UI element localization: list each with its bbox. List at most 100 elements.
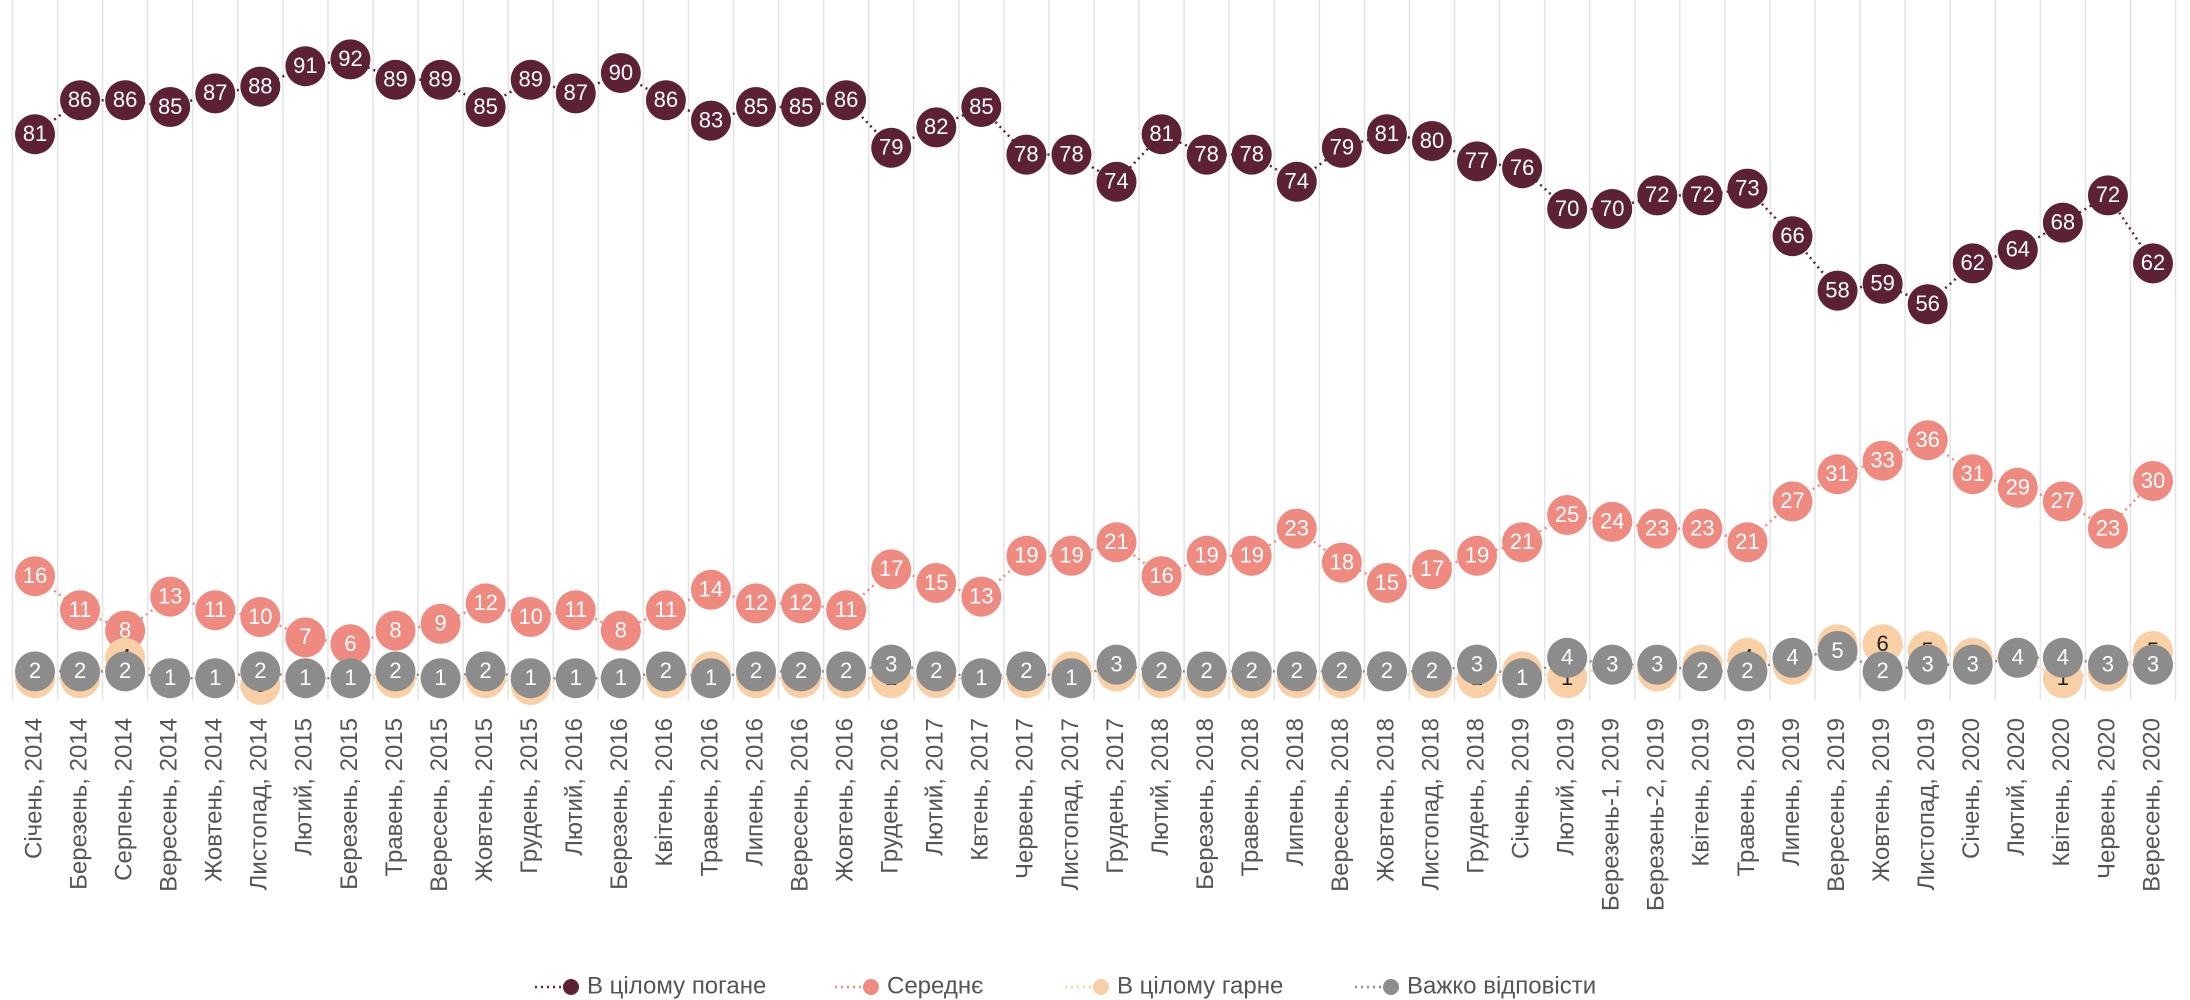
data-label: 81: [1375, 121, 1399, 146]
data-point: [1186, 134, 1227, 175]
data-label: 12: [473, 590, 497, 615]
data-label: 87: [564, 80, 588, 105]
data-label: 66: [1780, 223, 1804, 248]
x-tick-label: Квітень, 2020: [2048, 718, 2075, 867]
data-point: [330, 39, 371, 80]
data-point: [330, 624, 371, 665]
x-tick-label: Травень, 2016: [696, 718, 723, 876]
data-label: 23: [1645, 515, 1669, 540]
data-point: [1411, 121, 1452, 161]
data-label: 7: [299, 624, 311, 649]
data-label: 10: [248, 604, 272, 629]
data-point: [375, 651, 416, 692]
data-point: [1502, 658, 1543, 699]
data-point: [1096, 161, 1137, 202]
data-point: [1186, 651, 1227, 692]
data-label: 89: [428, 67, 452, 92]
data-point: [871, 127, 912, 168]
data-point: [1502, 148, 1543, 189]
data-label: 4: [2057, 645, 2069, 670]
data-point: [1231, 535, 1272, 576]
data-label: 2: [389, 658, 401, 683]
data-label: 3: [1651, 651, 1663, 676]
data-point: [330, 658, 371, 699]
data-point: [1276, 161, 1317, 202]
legend-marker: [863, 979, 879, 995]
legend-marker: [1093, 979, 1109, 995]
data-label: 11: [69, 597, 92, 622]
data-point: [1637, 644, 1678, 685]
data-label: 5: [1831, 638, 1843, 663]
data-label: 85: [969, 94, 993, 119]
data-point: [1817, 270, 1858, 311]
data-point: [1231, 651, 1272, 692]
data-point: [1817, 454, 1858, 495]
data-label: 2: [1876, 658, 1888, 683]
data-label: 1: [164, 665, 176, 690]
x-tick-label: Грудень, 2015: [516, 718, 543, 874]
data-point: [375, 610, 416, 651]
data-label: 30: [2141, 468, 2165, 493]
data-point: [420, 658, 461, 699]
data-label: 1: [434, 665, 446, 690]
data-point: [1276, 651, 1317, 692]
data-label: 23: [2096, 515, 2120, 540]
data-point: [1051, 658, 1092, 699]
x-tick-label: Березень, 2018: [1192, 718, 1219, 890]
data-label: 86: [654, 87, 678, 112]
data-label: 2: [480, 658, 492, 683]
data-point: [1457, 644, 1498, 685]
data-point: [1141, 651, 1182, 692]
data-point: [240, 651, 281, 692]
data-point: [510, 658, 551, 699]
data-label: 86: [834, 87, 858, 112]
data-label: 2: [930, 658, 942, 683]
data-label: 78: [1239, 141, 1263, 166]
x-tick-label: Квтень, 2017: [967, 718, 994, 861]
data-point: [1592, 501, 1633, 542]
data-label: 72: [2096, 182, 2120, 207]
data-label: 8: [389, 617, 401, 642]
data-label: 1: [1516, 665, 1528, 690]
data-point: [690, 658, 731, 699]
data-label: 56: [1915, 291, 1939, 316]
data-label: 1: [570, 665, 582, 690]
x-tick-label: Жовтень, 2016: [831, 718, 858, 882]
data-label: 15: [924, 570, 948, 595]
data-label: 85: [744, 94, 768, 119]
data-point: [465, 583, 506, 624]
data-point: [1817, 631, 1858, 671]
x-tick-label: Лютий, 2016: [561, 718, 588, 856]
x-tick-label: Травень, 2015: [381, 718, 408, 876]
data-point: [1051, 535, 1092, 576]
x-tick-label: Травень, 2019: [1733, 718, 1760, 876]
data-point: [916, 107, 957, 148]
data-label: 19: [1014, 543, 1038, 568]
data-label: 8: [615, 617, 627, 642]
data-label: 13: [158, 583, 182, 608]
x-tick-label: Жовтень, 2015: [471, 718, 498, 882]
x-tick-label: Лютий, 2020: [2003, 718, 2030, 856]
x-tick-label: Лютий, 2019: [1553, 718, 1580, 856]
data-point: [690, 100, 731, 141]
data-point: [645, 651, 686, 692]
data-point: [1141, 114, 1182, 155]
data-point: [690, 569, 731, 610]
data-label: 1: [975, 665, 987, 690]
data-label: 23: [1690, 515, 1714, 540]
x-tick-label: Листопад, 2017: [1057, 718, 1084, 890]
data-point: [871, 549, 912, 590]
data-label: 2: [660, 658, 672, 683]
data-label: 89: [518, 67, 542, 92]
data-label: 14: [699, 577, 723, 602]
x-tick-label: Жовтень, 2019: [1868, 718, 1895, 882]
data-point: [15, 556, 55, 597]
data-label: 3: [1606, 651, 1618, 676]
x-tick-label: Березень, 2014: [65, 718, 92, 890]
data-label: 16: [23, 563, 47, 588]
data-label: 11: [564, 597, 587, 622]
data-label: 59: [1870, 271, 1894, 296]
data-label: 2: [1336, 658, 1348, 683]
data-label: 2: [1381, 658, 1393, 683]
data-label: 16: [1149, 563, 1173, 588]
